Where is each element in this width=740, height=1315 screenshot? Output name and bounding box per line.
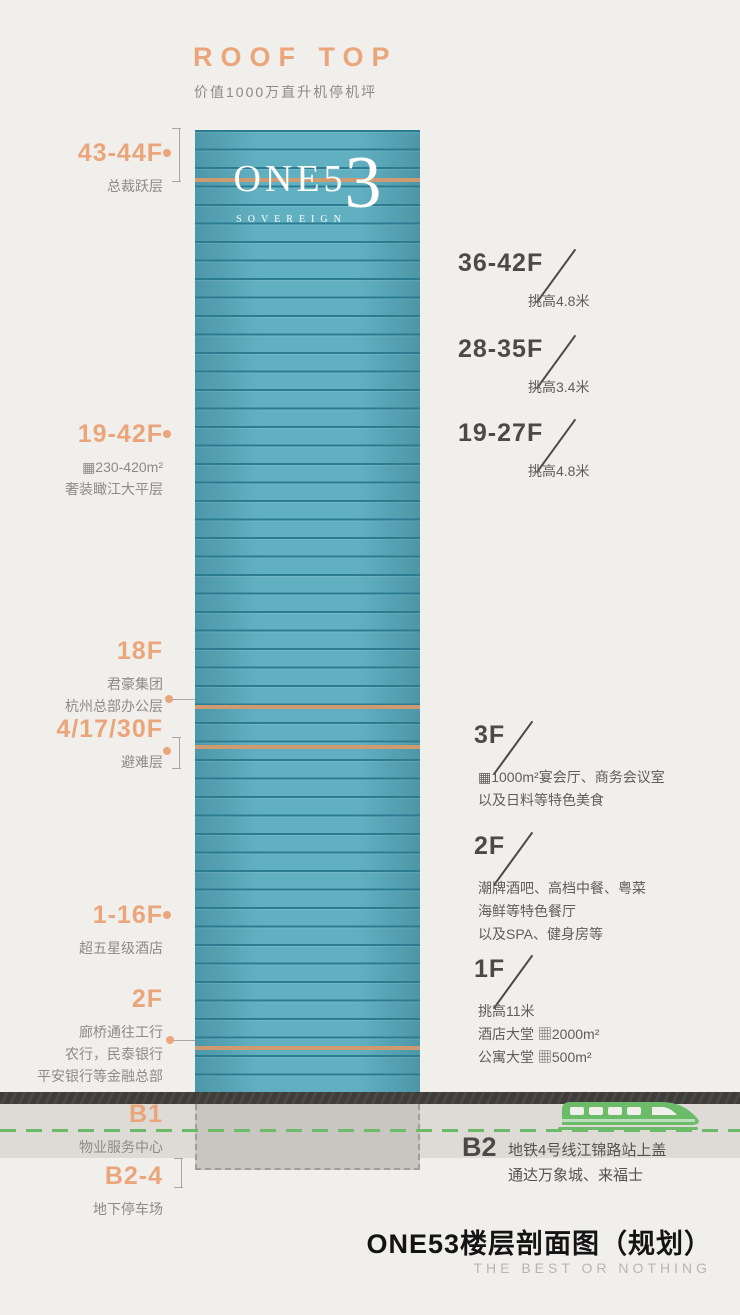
floor-bracket-refuge: [179, 737, 180, 769]
floor-desc-line: 奢装瞰江大平层: [65, 480, 163, 497]
leader-dot-19-42f: [163, 430, 171, 438]
floor-desc-line: 酒店大堂 ▦2000m²: [478, 1025, 600, 1042]
floor-desc-line: 避难层: [121, 753, 163, 770]
floor-range-label: 1F: [474, 955, 506, 983]
refuge-floor-line: [195, 1046, 420, 1050]
left-annotation-43-44f: 43-44F 总裁跃层: [77, 139, 163, 197]
floor-range-label: B1: [129, 1100, 163, 1128]
floor-desc-line: 海鲜等特色餐厅: [478, 902, 576, 919]
floor-range-label: 3F: [474, 721, 506, 749]
building-tower: ONE 5 3 SOVEREIGN: [195, 130, 420, 1093]
floor-desc-line: 平安银行等金融总部: [37, 1067, 163, 1084]
logo-text-three: 3: [344, 142, 382, 224]
floor-desc-line: 超五星级酒店: [79, 939, 163, 956]
leader-line-2f: [174, 1040, 195, 1041]
floor-desc-line: ▦230-420m²: [82, 458, 163, 475]
left-annotation-refuge: 4/17/30F 避难层: [56, 715, 163, 773]
metro-rail-dashes: [0, 1129, 740, 1132]
floor-desc-line: 以及SPA、健身房等: [478, 925, 603, 942]
underground-structure: [195, 1104, 420, 1170]
floor-bracket-43-44f: [179, 128, 180, 182]
left-annotation-b2-4: B2-4 地下停车场: [93, 1162, 163, 1220]
floor-desc-line: 农行，民泰银行: [65, 1045, 163, 1062]
metro-station-label: B2: [462, 1132, 497, 1162]
metro-desc-line: 通达万象城、来福士: [508, 1167, 644, 1184]
floor-desc-line: 挑高3.4米: [528, 378, 590, 395]
floor-range-label: 18F: [116, 637, 163, 665]
leader-line-18f: [172, 699, 195, 700]
floor-desc-line: 杭州总部办公层: [65, 697, 163, 714]
diagram-title: ONE53楼层剖面图（规划）: [366, 1229, 712, 1259]
floor-desc-line: 挑高4.8米: [528, 292, 590, 309]
floor-bracket-b2-4: [181, 1158, 182, 1188]
floor-range-label: 2F: [474, 832, 506, 860]
diagram-slogan: THE BEST OR NOTHING: [473, 1260, 711, 1276]
rooftop-title: ROOF TOP: [193, 42, 398, 72]
leader-dot-2f: [166, 1036, 174, 1044]
floor-desc-line: 廊桥通往工行: [79, 1023, 163, 1040]
right-annotation-1f: 1F 挑高11米 酒店大堂 ▦2000m² 公寓大堂 ▦500m²: [474, 955, 600, 1069]
floor-desc-line: 公寓大堂 ▦500m²: [478, 1048, 592, 1065]
floor-desc-line: 君豪集团: [107, 675, 163, 692]
floor-desc-line: 潮牌酒吧、高档中餐、粤菜: [478, 879, 646, 896]
floor-desc-line: 以及日料等特色美食: [478, 791, 604, 808]
logo-text-one: ONE: [233, 158, 324, 200]
floor-desc-line: 挑高11米: [478, 1002, 535, 1019]
refuge-floor-line: [195, 178, 420, 182]
right-annotation-19-27f: 19-27F 挑高4.8米: [458, 419, 590, 483]
right-annotation-3f: 3F ▦1000m²宴会厅、商务会议室 以及日料等特色美食: [474, 721, 665, 812]
left-annotation-1-16f: 1-16F 超五星级酒店: [79, 901, 163, 959]
leader-dot-refuge: [163, 747, 171, 755]
floor-range-label: 43-44F: [77, 139, 163, 167]
floor-range-label: 1-16F: [92, 901, 163, 929]
bracket-tick: [172, 181, 181, 182]
floor-desc-line: 地下停车场: [93, 1200, 163, 1217]
leader-dot-1-16f: [163, 911, 171, 919]
right-annotation-2f: 2F 潮牌酒吧、高档中餐、粤菜 海鲜等特色餐厅 以及SPA、健身房等: [474, 832, 646, 946]
floor-range-label: 19-27F: [458, 419, 544, 447]
left-annotation-b1: B1 物业服务中心: [79, 1100, 163, 1158]
metro-description: 地铁4号线江锦路站上盖 通达万象城、来福士: [508, 1138, 666, 1188]
bracket-tick: [172, 768, 181, 769]
floor-desc-line: ▦1000m²宴会厅、商务会议室: [478, 768, 665, 785]
floor-range-label: 28-35F: [458, 335, 544, 363]
bracket-tick: [174, 1187, 183, 1188]
refuge-floor-line: [195, 705, 420, 709]
floor-range-label: 2F: [131, 985, 163, 1013]
bracket-tick: [172, 128, 181, 129]
floor-desc-line: 挑高4.8米: [528, 462, 590, 479]
one53-logo: ONE 5 3 SOVEREIGN: [195, 146, 420, 225]
left-annotation-19-42f: 19-42F ▦230-420m² 奢装瞰江大平层: [65, 420, 163, 500]
left-annotation-2f: 2F 廊桥通往工行 农行，民泰银行 平安银行等金融总部: [37, 985, 163, 1087]
ground-line: [0, 1092, 740, 1104]
left-annotation-18f: 18F 君豪集团 杭州总部办公层: [65, 637, 163, 717]
floor-desc-line: 总裁跃层: [107, 177, 163, 194]
leader-dot-18f: [165, 695, 173, 703]
refuge-floor-line: [195, 745, 420, 749]
floor-range-label: 36-42F: [458, 249, 544, 277]
floor-desc-line: 物业服务中心: [79, 1138, 163, 1155]
floor-range-label: B2-4: [104, 1162, 163, 1190]
floor-range-label: 19-42F: [77, 420, 163, 448]
metro-desc-line: 地铁4号线江锦路站上盖: [508, 1142, 667, 1159]
right-annotation-36-42f: 36-42F 挑高4.8米: [458, 249, 590, 313]
logo-text-five: 5: [323, 158, 343, 200]
bracket-tick: [174, 1158, 183, 1159]
logo-subtext: SOVEREIGN: [236, 214, 347, 225]
rooftop-subtitle: 价值1000万直升机停机坪: [194, 84, 378, 100]
bracket-tick: [172, 737, 181, 738]
train-icon: [558, 1102, 699, 1130]
right-annotation-28-35f: 28-35F 挑高3.4米: [458, 335, 590, 399]
leader-dot-43-44f: [163, 149, 171, 157]
floor-range-label: 4/17/30F: [56, 715, 163, 743]
